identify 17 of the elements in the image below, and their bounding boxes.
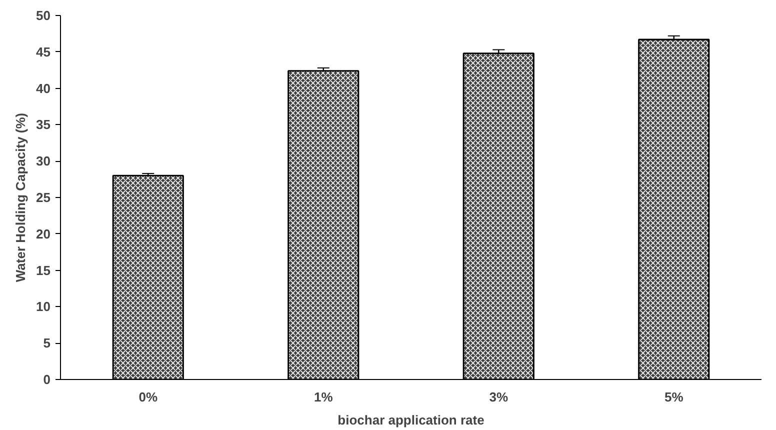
- y-tick-label: 0: [43, 372, 51, 387]
- x-tick-label: 1%: [314, 390, 334, 404]
- y-tick-label: 20: [36, 226, 51, 242]
- y-tick-label: 40: [36, 80, 51, 96]
- x-tick-label: 3%: [489, 390, 508, 404]
- y-tick-label: 5: [43, 336, 51, 351]
- y-tick-label: 35: [36, 117, 51, 132]
- y-tick-label: 15: [36, 262, 51, 278]
- y-axis-title: Water Holding Capacity (%): [13, 112, 28, 282]
- x-axis-title: biochar application rate: [338, 412, 484, 428]
- y-tick-label: 25: [36, 190, 51, 205]
- y-tick-label: 50: [36, 8, 51, 23]
- y-tick-label: 45: [36, 44, 51, 60]
- x-tick-label: 5%: [664, 390, 684, 404]
- x-tick-label: 0%: [138, 390, 158, 404]
- y-tick-label: 30: [36, 154, 51, 169]
- y-tick-label: 10: [36, 299, 51, 314]
